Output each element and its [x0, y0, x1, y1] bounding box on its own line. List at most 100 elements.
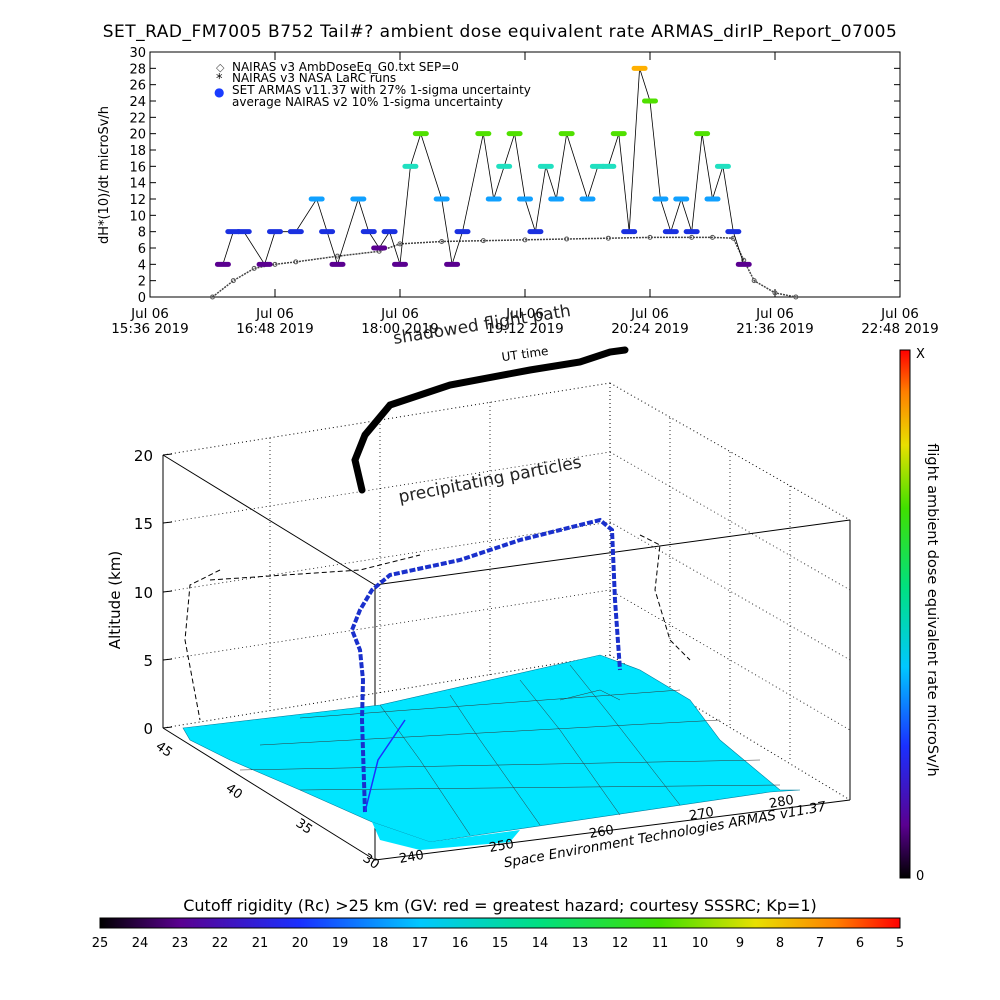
point-armas	[527, 229, 544, 235]
point-armas	[360, 229, 377, 235]
point-armas	[548, 196, 565, 202]
cutoff-tick-label: 17	[411, 936, 429, 951]
cutoff-colorbar	[99, 917, 901, 929]
cutoff-tick-label: 18	[371, 936, 389, 951]
cutoff-tick-label: 22	[211, 936, 229, 951]
latitude-tick-label: 35	[293, 816, 315, 838]
series-nairas-line	[212, 236, 796, 298]
point-armas	[412, 131, 429, 137]
point-armas	[214, 261, 231, 267]
point-armas	[350, 196, 367, 202]
point-armas	[714, 163, 731, 169]
y-tick-label: 12	[129, 193, 146, 208]
point-nairas	[293, 259, 299, 265]
flight-path-colored	[349, 517, 622, 813]
longitude-tick-label: 270	[688, 805, 715, 824]
point-armas	[673, 196, 690, 202]
point-armas	[642, 98, 658, 104]
z-tick-label: 15	[134, 515, 153, 533]
point-nairas	[230, 278, 236, 284]
dose-colorbar-title: flight ambient dose equivalent rate micr…	[924, 443, 940, 777]
latitude-tick-label: 45	[153, 739, 175, 761]
point-nairas	[710, 234, 715, 240]
x-tick-label-time: 15:36 2019	[111, 321, 189, 337]
point-armas	[537, 163, 554, 169]
ground-map-south	[372, 822, 520, 850]
point-armas	[631, 65, 648, 71]
y-tick-label: 26	[129, 79, 146, 94]
point-nairas	[439, 238, 445, 244]
point-armas	[444, 261, 461, 267]
x-tick-label-date: Jul 06	[880, 306, 919, 322]
point-armas	[735, 261, 752, 267]
point-nairas	[605, 235, 611, 241]
longitude-axis: 240 250 260 270 280	[398, 793, 795, 867]
altitude-grid	[162, 402, 851, 760]
y-tick-label: 10	[129, 209, 146, 224]
cutoff-tick-label: 10	[691, 936, 709, 951]
point-nairas	[564, 236, 570, 242]
point-armas	[329, 261, 346, 267]
z-tick-mark	[162, 453, 173, 456]
series-group	[210, 65, 799, 300]
point-armas	[621, 229, 638, 235]
legend-symbol-armas: ●	[214, 85, 224, 99]
cutoff-tick-label: 19	[331, 936, 349, 951]
point-armas	[235, 229, 252, 235]
point-armas	[485, 196, 502, 202]
point-armas	[371, 245, 388, 251]
legend-entry-nairas-g0: NAIRAS v3 AmbDoseEq_G0.txt SEP=0	[232, 60, 459, 74]
y-tick-label: 6	[138, 242, 146, 257]
cutoff-tick-label: 14	[531, 936, 549, 951]
x-tick-label-date: Jul 06	[755, 306, 794, 322]
point-nairas	[751, 278, 757, 284]
flight-shadow-mid	[209, 554, 421, 581]
point-nairas	[689, 234, 695, 240]
y-tick-label: 0	[138, 291, 146, 306]
cutoff-tick-label: 12	[611, 936, 629, 951]
shadowed-flight-path	[351, 346, 629, 494]
point-armas	[579, 196, 596, 202]
x-tick-label-date: Jul 06	[630, 306, 669, 322]
point-armas	[319, 229, 336, 235]
legend-symbol-nairas-larc: *	[216, 72, 223, 87]
cutoff-tick-label: 24	[131, 936, 149, 951]
point-armas	[454, 229, 471, 235]
legend-entry-armas: SET ARMAS v11.37 with 27% 1-sigma uncert…	[232, 83, 531, 97]
point-armas	[610, 131, 627, 137]
longitude-tick-label: 280	[768, 793, 795, 812]
x-tick-label-time: 18:00 2019	[361, 321, 439, 337]
point-armas	[267, 229, 283, 235]
point-armas	[308, 196, 325, 202]
dose-colorbar	[899, 349, 911, 879]
point-armas	[496, 163, 513, 169]
z-tick-mark	[162, 726, 173, 729]
longitude-tick-label: 250	[488, 837, 515, 856]
point-nairas	[210, 294, 215, 300]
y-tick-label: 28	[129, 62, 146, 77]
point-nairas	[647, 234, 653, 240]
cutoff-tick-label: 15	[491, 936, 509, 951]
z-tick-label: 5	[143, 652, 153, 670]
y-tick-label: 30	[129, 46, 146, 61]
point-armas	[662, 229, 679, 235]
x-tick-label-date: Jul 06	[505, 306, 544, 322]
y-tick-label: 16	[129, 160, 146, 175]
cutoff-tick-label: 25	[91, 936, 109, 951]
cutoff-tick-label: 23	[171, 936, 189, 951]
point-armas	[506, 131, 523, 137]
point-armas	[652, 196, 669, 202]
altitude-axis: 0 5 10 15 20	[134, 447, 173, 738]
dose-colorbar-bottom: 0	[916, 869, 924, 884]
y-tick-label: 20	[129, 128, 146, 143]
flight-path-ascent	[364, 719, 406, 813]
cutoff-tick-label: 5	[895, 936, 905, 951]
series-armas-line	[222, 68, 745, 266]
point-armas	[704, 196, 721, 202]
cutoff-tick-label: 11	[651, 936, 669, 951]
longitude-tick-label: 260	[588, 823, 615, 842]
y-tick-label: 8	[138, 226, 146, 241]
chart-title: SET_RAD_FM7005 B752 Tail#? ambient dose …	[102, 22, 898, 42]
point-armas	[600, 163, 617, 169]
cutoff-tick-label: 21	[251, 936, 269, 951]
